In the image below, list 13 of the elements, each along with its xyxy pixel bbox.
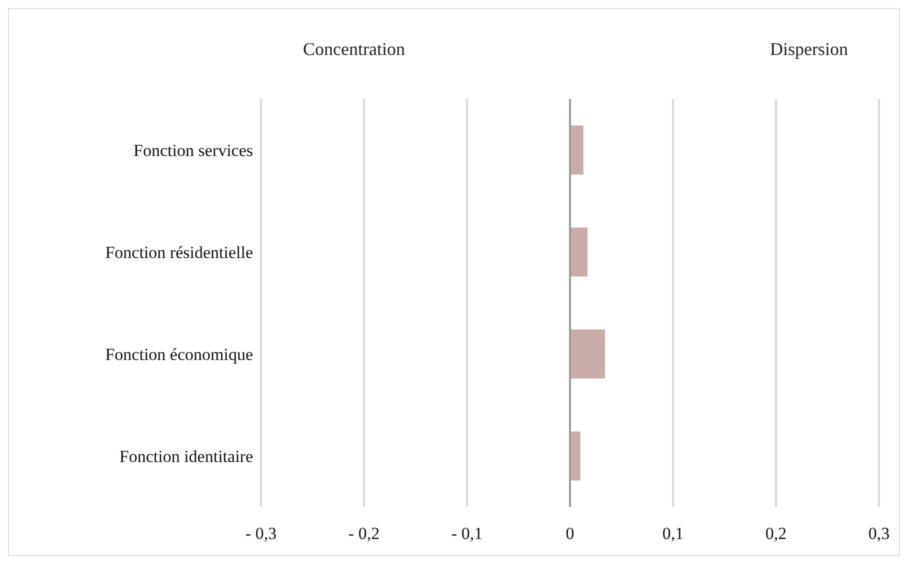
x-tick-label: - 0,2 [348, 524, 380, 544]
y-tick-label: Fonction identitaire [119, 447, 253, 466]
y-tick-label: Fonction résidentielle [105, 243, 253, 262]
x-tick-label: - 0,1 [451, 524, 483, 544]
text: Concentration [303, 39, 405, 60]
x-tick-label: 0,1 [662, 524, 684, 544]
x-tick-label: - 0,3 [245, 524, 277, 544]
y-tick-label: Fonction économique [105, 345, 253, 364]
y-tick-label: Fonction services [134, 141, 253, 160]
text: Dispersion [770, 39, 848, 60]
x-tick-label: 0,3 [868, 524, 890, 544]
x-tick-label: 0,2 [765, 524, 787, 544]
x-tick-label: 0 [566, 524, 574, 544]
